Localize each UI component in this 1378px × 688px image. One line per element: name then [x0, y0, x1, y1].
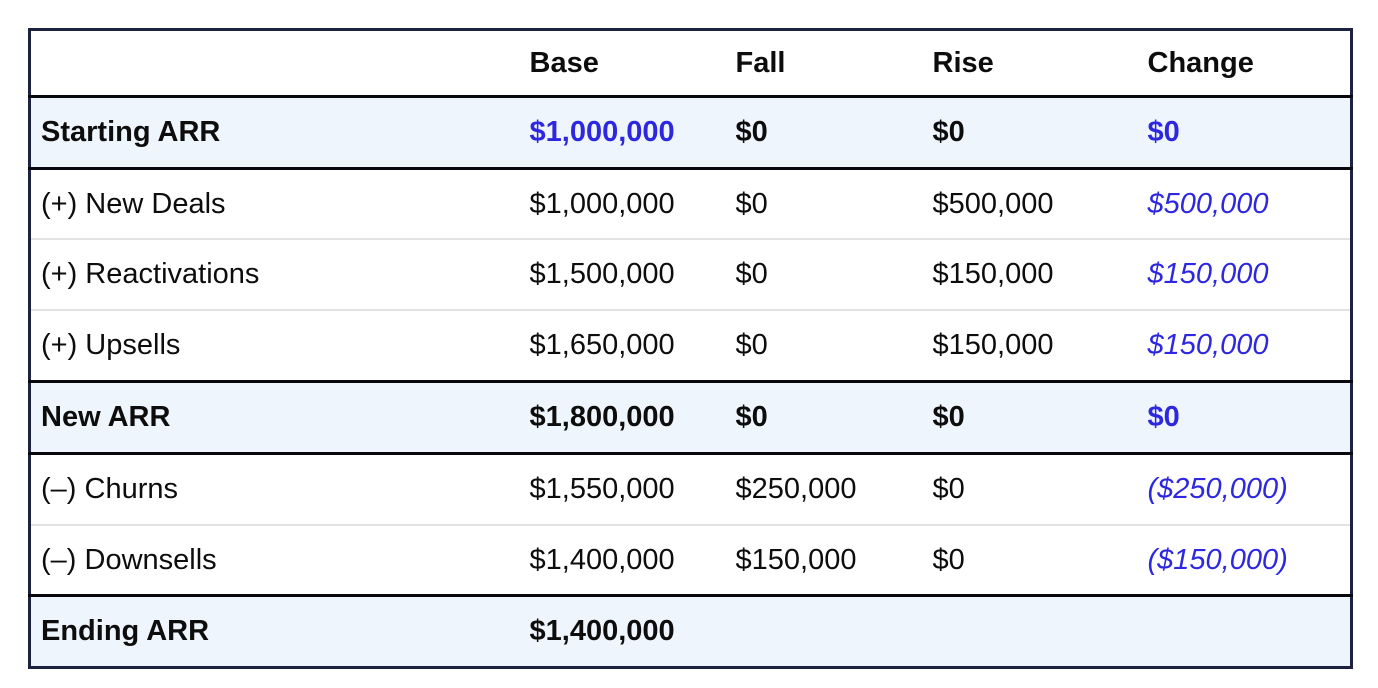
cell-rise: $150,000 [920, 310, 1136, 383]
table-row-starting-arr: Starting ARR $1,000,000 $0 $0 $0 [29, 96, 1352, 170]
cell-base: $1,800,000 [517, 381, 724, 455]
cell-rise: $150,000 [920, 239, 1136, 312]
table-row-upsells: (+) Upsells $1,650,000 $0 $150,000 $150,… [29, 310, 1352, 383]
row-label: (–) Downsells [29, 524, 518, 598]
cell-rise: $0 [920, 453, 1136, 526]
cell-fall: $250,000 [723, 453, 921, 526]
cell-change: $0 [1135, 381, 1352, 455]
table-row-downsells: (–) Downsells $1,400,000 $150,000 $0 ($1… [29, 524, 1352, 598]
row-label: New ARR [29, 381, 518, 455]
row-label: Ending ARR [29, 595, 518, 668]
cell-base: $1,550,000 [517, 453, 724, 526]
cell-rise: $500,000 [920, 168, 1136, 241]
cell-fall: $0 [723, 381, 921, 455]
cell-base: $1,650,000 [517, 310, 724, 383]
row-label: (–) Churns [29, 453, 518, 526]
cell-fall [723, 595, 921, 668]
cell-base: $1,400,000 [517, 524, 724, 598]
row-label: (+) Reactivations [29, 239, 518, 312]
cell-fall: $150,000 [723, 524, 921, 598]
cell-change: ($150,000) [1135, 524, 1352, 598]
cell-change: $150,000 [1135, 239, 1352, 312]
cell-rise: $0 [920, 96, 1136, 170]
cell-fall: $0 [723, 239, 921, 312]
cell-rise [920, 595, 1136, 668]
table-row-ending-arr: Ending ARR $1,400,000 [29, 595, 1352, 668]
cell-change: $500,000 [1135, 168, 1352, 241]
row-label: (+) Upsells [29, 310, 518, 383]
cell-change [1135, 595, 1352, 668]
cell-fall: $0 [723, 96, 921, 170]
cell-change: $150,000 [1135, 310, 1352, 383]
cell-rise: $0 [920, 381, 1136, 455]
cell-change: ($250,000) [1135, 453, 1352, 526]
column-header-rise: Rise [920, 29, 1136, 98]
cell-rise: $0 [920, 524, 1136, 598]
cell-fall: $0 [723, 168, 921, 241]
cell-change: $0 [1135, 96, 1352, 170]
column-header-change: Change [1135, 29, 1352, 98]
cell-base: $1,400,000 [517, 595, 724, 668]
cell-base: $1,000,000 [517, 168, 724, 241]
column-header-blank [29, 29, 518, 98]
cell-base: $1,500,000 [517, 239, 724, 312]
header-row: Base Fall Rise Change [29, 29, 1352, 98]
table-row-reactivations: (+) Reactivations $1,500,000 $0 $150,000… [29, 239, 1352, 312]
row-label: (+) New Deals [29, 168, 518, 241]
table-row-new-deals: (+) New Deals $1,000,000 $0 $500,000 $50… [29, 168, 1352, 241]
table-row-churns: (–) Churns $1,550,000 $250,000 $0 ($250,… [29, 453, 1352, 526]
arr-waterfall-table: Base Fall Rise Change Starting ARR $1,00… [28, 28, 1353, 670]
table-row-new-arr: New ARR $1,800,000 $0 $0 $0 [29, 381, 1352, 455]
column-header-fall: Fall [723, 29, 921, 98]
cell-base: $1,000,000 [517, 96, 724, 170]
row-label: Starting ARR [29, 96, 518, 170]
column-header-base: Base [517, 29, 724, 98]
cell-fall: $0 [723, 310, 921, 383]
